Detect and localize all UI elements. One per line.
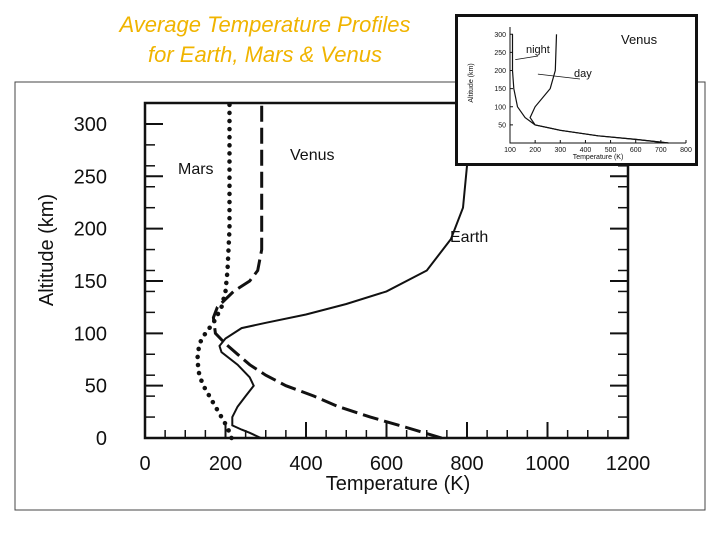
inset-x-tick-label: 300 bbox=[554, 147, 566, 154]
inset-label-day: day bbox=[574, 68, 592, 80]
main-y-tick-label: 50 bbox=[85, 376, 107, 398]
main-plot-area: 0 50 100 150 200 250 300 0 200 400 600 800 1000 1200 bbox=[74, 100, 651, 475]
main-y-tick-label: 150 bbox=[74, 271, 107, 293]
inset-y-tick-label: 150 bbox=[494, 86, 506, 93]
title-line-1: Average Temperature Profiles bbox=[119, 12, 411, 37]
inset-day-pointer bbox=[537, 73, 581, 80]
inset-y-tick-label: 200 bbox=[494, 68, 506, 75]
inset-y-tick-label: 50 bbox=[498, 122, 506, 129]
inset-y-tick-label: 250 bbox=[494, 50, 506, 57]
inset-y-tick-label: 100 bbox=[494, 104, 506, 111]
outer-frame bbox=[14, 81, 706, 511]
main-x-tick-label: 0 bbox=[139, 453, 150, 475]
inset-x-tick-label: 800 bbox=[680, 147, 692, 154]
legend-label-venus: Venus bbox=[290, 147, 334, 164]
main-x-tick-label: 1200 bbox=[606, 453, 651, 475]
inset-title: Venus bbox=[621, 32, 658, 47]
inset-y-tick-label: 300 bbox=[494, 32, 506, 39]
main-y-tick-label: 0 bbox=[96, 428, 107, 450]
inset-x-tick-label: 100 bbox=[504, 147, 516, 154]
main-y-tick-label: 250 bbox=[74, 166, 107, 188]
legend-label-mars: Mars bbox=[178, 161, 214, 178]
main-x-axis-label: Temperature (K) bbox=[326, 473, 471, 495]
main-y-axis-label: Altitude (km) bbox=[36, 194, 58, 306]
inset-x-tick-label: 400 bbox=[580, 147, 592, 154]
inset-y-axis-label: Altitude (km) bbox=[468, 63, 475, 102]
inset-label-night: night bbox=[526, 44, 550, 56]
inset-x-tick-label: 200 bbox=[529, 147, 541, 154]
inset-chart-svg: 50 100 150 200 250 300 100 200 300 400 500 600 700 80… bbox=[468, 27, 692, 161]
series-line-venus bbox=[211, 103, 443, 440]
main-y-tick-label: 300 bbox=[74, 114, 107, 136]
inset-venus-chart: 50 100 150 200 250 300 100 200 300 400 500 600 700 80… bbox=[455, 14, 698, 166]
main-x-tick-label: 800 bbox=[450, 453, 483, 475]
page-title: Average Temperature Profiles for Earth, … bbox=[60, 10, 470, 70]
inset-plot-area: 50 100 150 200 250 300 100 200 300 400 500 600 700 80… bbox=[494, 27, 692, 154]
inset-x-axis-label: Temperature (K) bbox=[573, 154, 624, 161]
legend-label-earth: Earth bbox=[450, 229, 488, 246]
inset-x-tick-label: 500 bbox=[605, 147, 617, 154]
main-x-tick-label: 400 bbox=[289, 453, 322, 475]
main-x-tick-label: 1000 bbox=[525, 453, 570, 475]
inset-x-tick-label: 600 bbox=[630, 147, 642, 154]
main-x-tick-label: 600 bbox=[370, 453, 403, 475]
main-x-tick-label: 200 bbox=[209, 453, 242, 475]
title-line-2: for Earth, Mars & Venus bbox=[148, 42, 382, 67]
series-line-mars bbox=[195, 100, 234, 441]
main-y-tick-label: 100 bbox=[74, 323, 107, 345]
series-line-earth bbox=[218, 102, 477, 439]
main-y-tick-label: 200 bbox=[74, 219, 107, 241]
inset-x-tick-label: 700 bbox=[655, 147, 667, 154]
inset-night-pointer bbox=[515, 55, 539, 61]
inset-series-line-day bbox=[529, 34, 669, 144]
